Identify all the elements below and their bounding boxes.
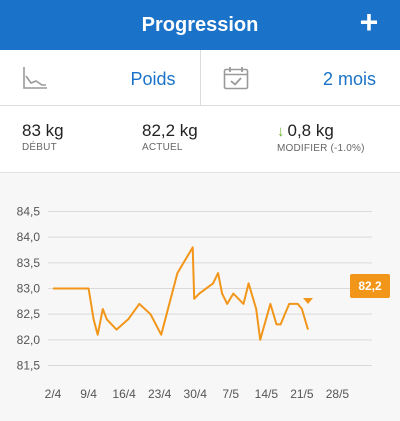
calendar-check-icon xyxy=(223,67,248,90)
down-arrow-icon: ↓ xyxy=(277,123,285,140)
period-value: 2 mois xyxy=(322,69,376,89)
x-tick-label: 2/4 xyxy=(45,387,62,401)
y-tick-label: 84,0 xyxy=(17,230,41,244)
chart-svg: 81,5 82,0 82,5 83,0 83,5 84,0 84,5 2/4 9/4 16/4 23… xyxy=(17,205,390,401)
x-tick-label: 14/5 xyxy=(255,387,279,401)
current-label: ACTUEL xyxy=(142,142,183,153)
add-button[interactable]: + xyxy=(359,4,379,40)
period-selector[interactable]: 2 mois xyxy=(199,50,400,105)
page-title: Progression xyxy=(141,13,259,36)
last-value-badge xyxy=(350,274,390,298)
change-label: MODIFIER (-1.0%) xyxy=(277,143,365,154)
line-chart-icon xyxy=(23,67,47,89)
stat-start: 83 kg DÉBUT xyxy=(22,121,64,154)
stat-current: 82,2 kg ACTUEL xyxy=(142,121,198,154)
y-tick-label: 82,0 xyxy=(17,333,41,347)
x-tick-label: 28/5 xyxy=(326,387,350,401)
x-tick-label: 30/4 xyxy=(184,387,208,401)
stats-row: 83 kg DÉBUT 82,2 kg ACTUEL ↓ 0,8 kg MODIF… xyxy=(0,106,400,173)
y-tick-label: 83,5 xyxy=(17,256,41,270)
last-value-label: 82,2 xyxy=(358,279,382,293)
x-tick-label: 7/5 xyxy=(222,387,239,401)
start-label: DÉBUT xyxy=(22,142,57,153)
weight-chart: 81,5 82,0 82,5 83,0 83,5 84,0 84,5 2/4 9/4 16/4 23… xyxy=(0,173,400,421)
stat-change: ↓ 0,8 kg MODIFIER (-1.0%) xyxy=(277,121,365,155)
change-value: 0,8 kg xyxy=(287,121,334,140)
x-tick-label: 23/4 xyxy=(148,387,172,401)
current-value: 82,2 kg xyxy=(142,121,198,140)
metric-value: Poids xyxy=(130,69,176,89)
metric-selector[interactable]: Poids xyxy=(0,50,200,105)
app-header: Progression + xyxy=(0,0,400,50)
selector-row: Poids 2 mois xyxy=(0,50,400,106)
y-tick-label: 82,5 xyxy=(17,307,41,321)
start-value: 83 kg xyxy=(22,121,64,140)
weight-series-line xyxy=(53,246,309,341)
x-tick-label: 9/4 xyxy=(80,387,97,401)
y-tick-label: 83,0 xyxy=(17,282,41,296)
y-tick-label: 84,5 xyxy=(17,205,41,219)
y-tick-label: 81,5 xyxy=(17,359,41,373)
x-tick-label: 21/5 xyxy=(290,387,314,401)
x-tick-label: 16/4 xyxy=(112,387,136,401)
last-value-badge-pointer xyxy=(302,298,313,304)
